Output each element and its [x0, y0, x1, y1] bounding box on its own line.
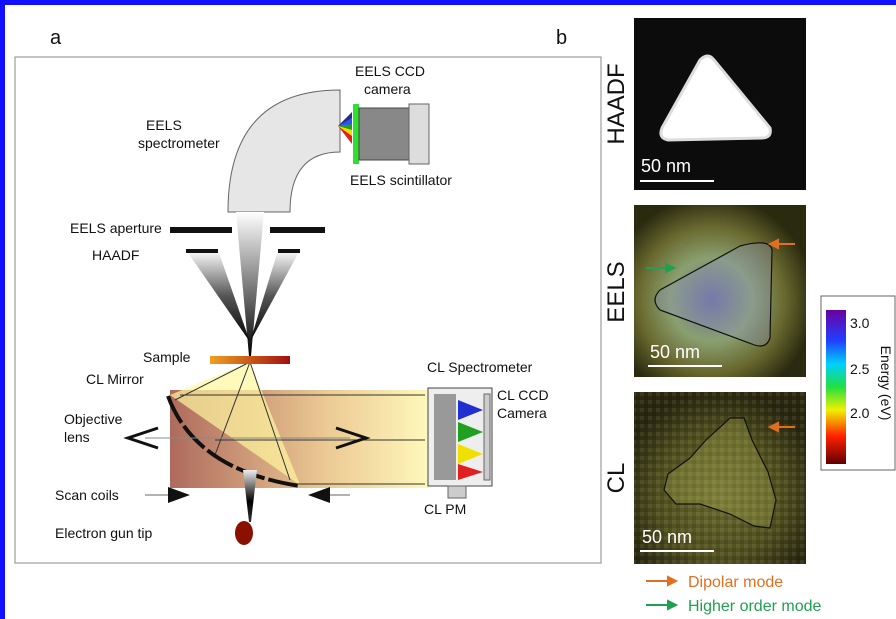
- label: Scan coils: [55, 487, 119, 503]
- label: Camera: [497, 405, 547, 421]
- image-label: HAADF: [603, 63, 630, 144]
- cl-ccd: [484, 394, 490, 480]
- cl-pm: [448, 486, 466, 498]
- colorbar-tick: 2.0: [850, 405, 870, 421]
- panel-label: b: [556, 27, 567, 49]
- haadf-detector: [278, 249, 300, 253]
- label: HAADF: [92, 247, 139, 263]
- scale-label: 50 nm: [642, 527, 692, 547]
- eels-scintillator: [353, 104, 359, 164]
- scale-label: 50 nm: [641, 156, 691, 176]
- aperture: [270, 227, 325, 233]
- scale-bar: [648, 365, 722, 367]
- label: Objective: [64, 411, 123, 427]
- scale-bar: [640, 180, 714, 182]
- label: EELS CCD: [355, 63, 425, 79]
- label: EELS scintillator: [350, 172, 452, 188]
- image-label: EELS: [603, 261, 630, 322]
- legend-label: Dipolar mode: [688, 574, 783, 591]
- panel-label: a: [50, 27, 62, 49]
- label: CL PM: [424, 501, 466, 517]
- legend-label: Higher order mode: [688, 598, 822, 615]
- eels-ccd: [359, 108, 409, 160]
- legend-arrow: [646, 577, 676, 585]
- colorbar-label: Energy (eV): [878, 346, 894, 421]
- label: EELS: [146, 117, 182, 133]
- electron-gun: [235, 521, 253, 545]
- border: [0, 0, 896, 5]
- label: Sample: [143, 349, 191, 365]
- haadf-detector: [186, 249, 218, 253]
- eels-ccd: [409, 104, 429, 164]
- label: spectrometer: [138, 135, 220, 151]
- aperture: [170, 227, 232, 233]
- label: CL CCD: [497, 387, 549, 403]
- figure: a EELS CCD camera EELS spectrometer EELS…: [0, 0, 896, 619]
- image-label: CL: [603, 463, 630, 494]
- scale-label: 50 nm: [650, 342, 700, 362]
- label: Electron gun tip: [55, 525, 152, 541]
- label: CL Mirror: [86, 371, 144, 387]
- colorbar-tick: 3.0: [850, 315, 870, 331]
- colorbar-tick: 2.5: [850, 361, 870, 377]
- label: EELS aperture: [70, 220, 162, 236]
- label: lens: [64, 429, 90, 445]
- label: camera: [364, 81, 411, 97]
- colorbar: [826, 310, 846, 464]
- legend-arrow: [646, 601, 676, 609]
- sample: [210, 356, 290, 364]
- scale-bar: [640, 550, 714, 552]
- border: [0, 0, 5, 619]
- label: CL Spectrometer: [427, 359, 533, 375]
- cl-spectrometer: [434, 394, 456, 480]
